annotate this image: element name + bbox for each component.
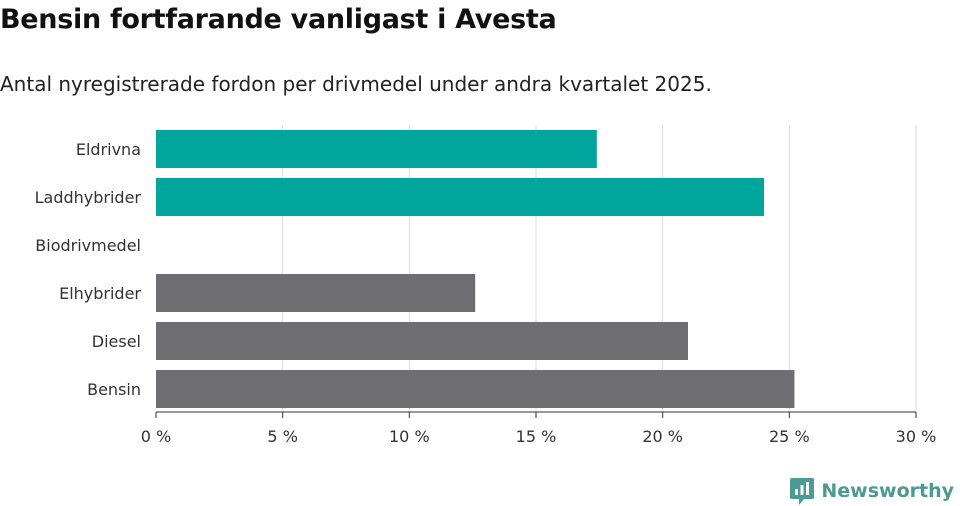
- category-label: Diesel: [92, 332, 141, 351]
- x-tick-label: 5 %: [267, 427, 297, 446]
- x-tick-label: 30 %: [896, 427, 937, 446]
- x-tick-label: 0 %: [141, 427, 171, 446]
- category-label: Bensin: [87, 380, 141, 399]
- newsworthy-logo-icon: [790, 478, 815, 505]
- newsworthy-logo: Newsworthy: [789, 476, 954, 506]
- category-labels: Eldrivna Laddhybrider Biodrivmedel Elhybrid…: [35, 140, 142, 399]
- x-tick-label: 15 %: [516, 427, 557, 446]
- bar-eldrivna: [156, 130, 597, 168]
- bar-laddhybrider: [156, 178, 764, 216]
- category-label: Eldrivna: [76, 140, 141, 159]
- brand-name: Newsworthy: [821, 480, 954, 502]
- chart-title: Bensin fortfarande vanligast i Avesta: [0, 4, 557, 35]
- x-axis: 0 % 5 % 10 % 15 % 20 % 25 % 30 %: [141, 411, 937, 446]
- category-label: Laddhybrider: [35, 188, 142, 207]
- bar-bensin: [156, 370, 795, 408]
- chart-subtitle: Antal nyregistrerade fordon per drivmede…: [0, 72, 712, 96]
- bar-chart: Eldrivna Laddhybrider Biodrivmedel Elhybrid…: [35, 125, 937, 446]
- x-tick-label: 25 %: [769, 427, 810, 446]
- bar-diesel: [156, 322, 688, 360]
- x-tick-label: 20 %: [642, 427, 683, 446]
- bars: [156, 130, 795, 408]
- grid-lines: [282, 125, 917, 412]
- x-tick-label: 10 %: [389, 427, 430, 446]
- category-label: Elhybrider: [59, 284, 141, 303]
- category-label: Biodrivmedel: [35, 236, 141, 255]
- bar-elhybrider: [156, 274, 476, 312]
